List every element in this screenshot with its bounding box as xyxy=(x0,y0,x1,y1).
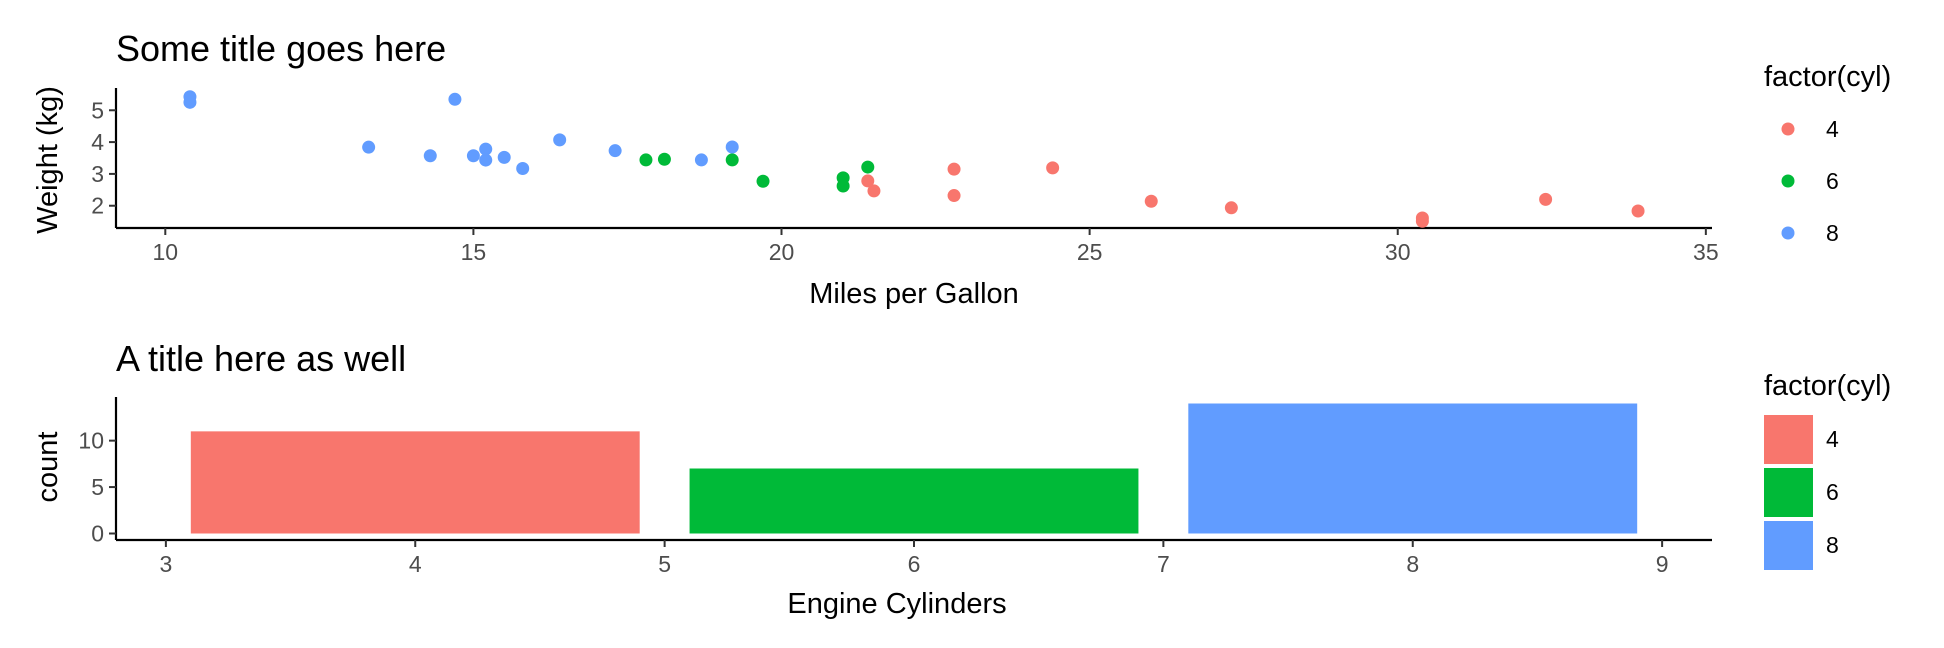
bar-legend-title: factor(cyl) xyxy=(1764,370,1891,402)
scatter-point-cyl-4 xyxy=(947,189,961,203)
scatter-x-tick-label: 10 xyxy=(153,239,179,265)
bar-x-tick-label: 6 xyxy=(908,551,921,577)
scatter-point-cyl-8 xyxy=(448,92,462,106)
scatter-tick-labels: 10 15 20 25 30 35 2 3 4 5 xyxy=(91,97,1718,265)
bar-x-tick-label: 5 xyxy=(658,551,671,577)
scatter-panel: Some title goes here Weight (kg) Miles p… xyxy=(32,28,1891,310)
scatter-y-tick-label: 2 xyxy=(91,193,104,219)
bar-x-tick-label: 3 xyxy=(159,551,172,577)
bar-x-tick-label: 8 xyxy=(1406,551,1419,577)
bar-panel: A title here as well count Engine Cylind… xyxy=(32,338,1891,620)
bar-y-axis-label: count xyxy=(32,432,64,503)
scatter-point-cyl-8 xyxy=(362,140,376,154)
scatter-x-tick-label: 30 xyxy=(1385,239,1411,265)
scatter-x-tick-label: 25 xyxy=(1077,239,1103,265)
scatter-point-cyl-8 xyxy=(466,149,480,163)
bar-legend-label-8: 8 xyxy=(1826,532,1839,558)
scatter-legend-key-6 xyxy=(1781,174,1795,188)
scatter-point-cyl-4 xyxy=(1631,204,1645,218)
scatter-y-axis-label: Weight (kg) xyxy=(32,86,64,234)
bar-cyl-8 xyxy=(1188,403,1638,534)
scatter-x-tick-label: 35 xyxy=(1693,239,1719,265)
scatter-y-tick-label: 4 xyxy=(91,129,104,155)
scatter-point-cyl-8 xyxy=(694,153,708,167)
bar-x-tick-label: 4 xyxy=(409,551,422,577)
scatter-points xyxy=(183,90,1645,228)
scatter-point-cyl-6 xyxy=(639,153,653,167)
bar-x-tick-label: 9 xyxy=(1656,551,1669,577)
scatter-point-cyl-4 xyxy=(1144,194,1158,208)
scatter-legend-key-4 xyxy=(1781,122,1795,136)
scatter-point-cyl-4 xyxy=(1046,161,1060,175)
bar-legend-label-4: 4 xyxy=(1826,426,1839,452)
scatter-legend-key-8 xyxy=(1781,226,1795,240)
bar-y-tick-label: 5 xyxy=(91,474,104,500)
bar-cyl-4 xyxy=(190,431,640,534)
scatter-point-cyl-4 xyxy=(1415,214,1429,228)
scatter-legend: factor(cyl) 4 6 8 xyxy=(1764,61,1891,246)
bar-x-tick-label: 7 xyxy=(1157,551,1170,577)
scatter-point-cyl-8 xyxy=(608,144,622,158)
scatter-point-cyl-6 xyxy=(657,152,671,166)
scatter-point-cyl-8 xyxy=(497,150,511,164)
scatter-point-cyl-8 xyxy=(516,162,530,175)
bar-title: A title here as well xyxy=(116,338,406,379)
scatter-axes xyxy=(109,88,1712,235)
scatter-x-tick-label: 20 xyxy=(769,239,795,265)
scatter-y-tick-label: 3 xyxy=(91,161,104,187)
bar-y-tick-label: 0 xyxy=(91,521,104,547)
scatter-point-cyl-6 xyxy=(725,153,739,167)
scatter-point-cyl-6 xyxy=(861,160,875,174)
bar-legend: factor(cyl) 4 6 8 xyxy=(1764,370,1891,570)
bar-y-tick-label: 10 xyxy=(78,428,104,454)
bar-legend-key-6 xyxy=(1764,468,1813,517)
scatter-point-cyl-8 xyxy=(479,142,493,156)
scatter-point-cyl-4 xyxy=(1224,201,1238,215)
bar-cyl-6 xyxy=(689,468,1139,534)
scatter-point-cyl-4 xyxy=(1539,192,1553,206)
scatter-point-cyl-4 xyxy=(867,184,881,198)
scatter-title: Some title goes here xyxy=(116,28,446,69)
bar-x-axis-label: Engine Cylinders xyxy=(787,588,1006,620)
scatter-point-cyl-4 xyxy=(861,174,875,188)
scatter-legend-label-4: 4 xyxy=(1826,116,1839,142)
scatter-point-cyl-8 xyxy=(725,140,739,154)
scatter-y-tick-label: 5 xyxy=(91,97,104,123)
scatter-legend-title: factor(cyl) xyxy=(1764,61,1891,93)
scatter-point-cyl-8 xyxy=(553,133,567,147)
bar-tick-labels: 3 4 5 6 7 8 9 0 5 10 xyxy=(78,428,1668,577)
scatter-point-cyl-6 xyxy=(836,171,850,185)
scatter-x-axis-label: Miles per Gallon xyxy=(809,278,1019,310)
scatter-legend-label-8: 8 xyxy=(1826,220,1839,246)
bar-marks xyxy=(190,403,1638,534)
scatter-point-cyl-8 xyxy=(183,90,197,104)
bar-axes xyxy=(109,397,1712,547)
scatter-point-cyl-8 xyxy=(423,149,437,163)
bar-legend-key-8 xyxy=(1764,521,1813,570)
scatter-x-tick-label: 15 xyxy=(461,239,487,265)
scatter-point-cyl-8 xyxy=(479,153,493,167)
scatter-point-cyl-4 xyxy=(947,162,961,176)
scatter-legend-label-6: 6 xyxy=(1826,168,1839,194)
scatter-point-cyl-6 xyxy=(756,174,770,188)
bar-legend-key-4 xyxy=(1764,415,1813,464)
bar-legend-label-6: 6 xyxy=(1826,479,1839,505)
